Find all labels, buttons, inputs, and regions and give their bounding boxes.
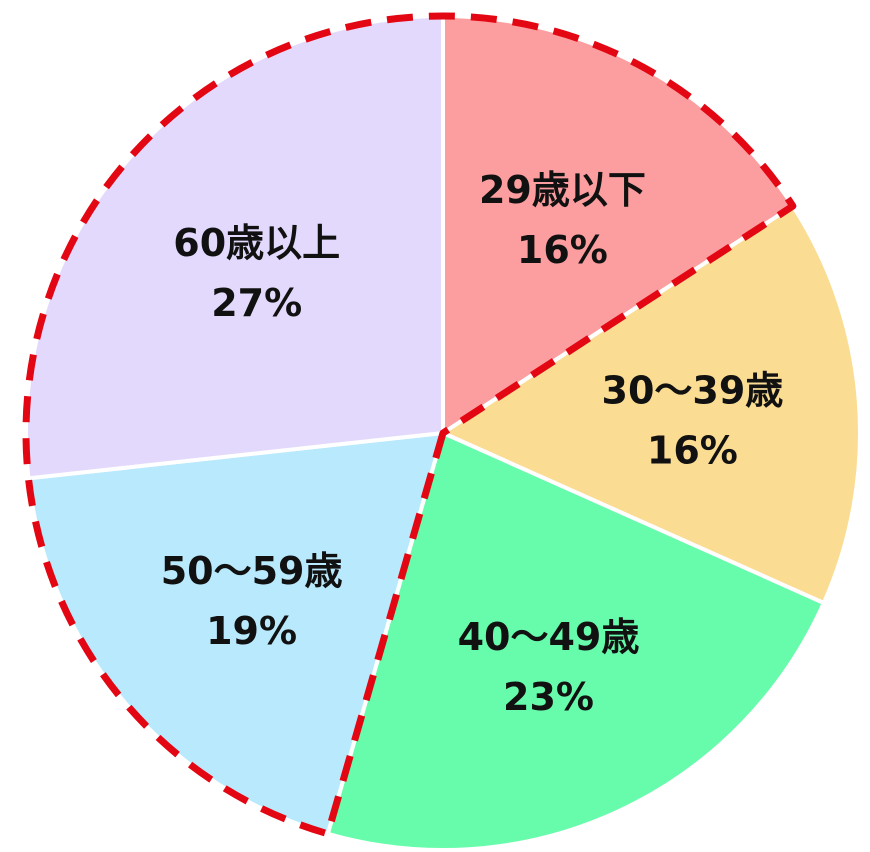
slice-value-label: 23%	[503, 675, 594, 719]
pie-slice	[325, 430, 827, 852]
highlight-outline-group	[22, 12, 797, 838]
pie-slice	[438, 203, 862, 606]
slice-category-label: 40～49歳	[458, 615, 640, 659]
slice-value-label: 19%	[206, 609, 297, 653]
pie-labels: 29歳以下 16% 30～39歳 16% 40～49歳 23% 50～59歳 19% 60歳以上…	[161, 168, 784, 719]
slice-category-label: 29歳以下	[479, 168, 646, 212]
slice-value-label: 16%	[647, 429, 738, 473]
slice-category-label: 50～59歳	[161, 549, 343, 593]
slice-category-label: 60歳以上	[173, 221, 340, 265]
highlight-outline	[22, 12, 797, 838]
slice-category-label: 30～39歳	[602, 369, 784, 413]
slice-value-label: 27%	[211, 281, 302, 325]
slice-value-label: 16%	[517, 228, 608, 272]
